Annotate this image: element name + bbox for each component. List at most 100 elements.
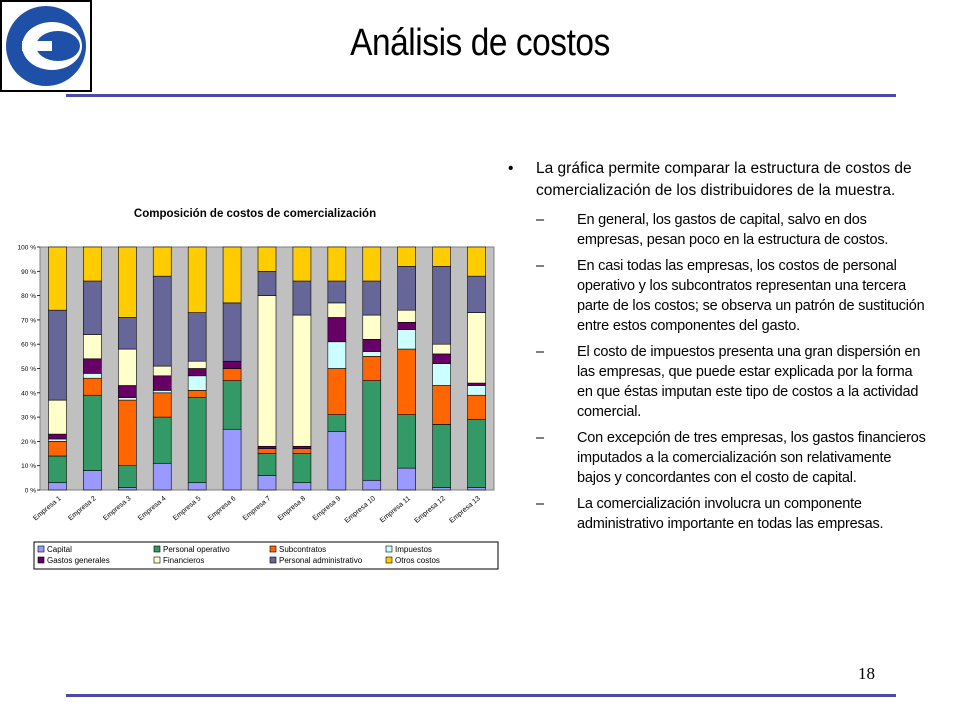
bar-segment [48, 455, 67, 484]
bar-segment [187, 368, 207, 377]
bar-segment [48, 399, 67, 435]
y-tick-label: 100 % [18, 245, 37, 252]
bar-segment [397, 467, 416, 491]
bar-segment [257, 246, 277, 272]
sub-bullet-text: La comercialización involucra un compone… [577, 496, 884, 532]
bar-segment [257, 448, 277, 454]
bar-segment [118, 317, 137, 350]
bar-segment [467, 419, 486, 488]
bar-segment [432, 246, 451, 267]
sub-bullet: – En general, los gastos de capital, sal… [508, 210, 928, 250]
bar-segment [292, 246, 312, 282]
x-tick-label: Empresa 4 [137, 495, 168, 522]
bar-segment [222, 360, 242, 369]
legend-swatch [37, 545, 45, 553]
bar-segment [118, 348, 137, 386]
bar-segment [257, 453, 277, 476]
company-logo-e-icon [0, 0, 92, 92]
bar-segment [48, 482, 67, 491]
bar-segment [467, 382, 486, 386]
legend-swatch [269, 556, 277, 564]
bar-segment [327, 280, 347, 304]
bar-segment [292, 482, 312, 491]
bar-segment [118, 487, 137, 491]
bar-segment [187, 246, 207, 313]
bar-segment [152, 416, 172, 464]
bar-segment [432, 363, 451, 386]
bullet-mark: • [508, 160, 514, 177]
bar-segment [222, 428, 242, 491]
bar-segment [327, 317, 347, 343]
x-tick-label: Empresa 7 [242, 495, 273, 522]
bar-segment [187, 312, 207, 362]
bar-segment [292, 448, 312, 454]
bar-segment [187, 482, 207, 491]
bar-segment [152, 365, 172, 377]
bar-segment [222, 302, 242, 362]
legend-swatch [385, 556, 393, 564]
sub-bullet-text: En casi todas las empresas, los costos d… [577, 258, 925, 334]
bar-segment [187, 360, 207, 369]
bar-segment [83, 377, 102, 396]
legend-swatch [269, 545, 277, 553]
bar-segment [257, 295, 277, 447]
bar-segment [362, 351, 382, 357]
legend-swatch [37, 556, 45, 564]
legend-label: Impuestos [395, 545, 432, 554]
bar-segment [362, 314, 382, 340]
bar-segment [222, 368, 242, 381]
bar-segment [397, 266, 416, 311]
x-tick-label: Empresa 3 [102, 495, 133, 522]
bar-segment [152, 275, 172, 367]
bar-segment [222, 380, 242, 430]
bullet-list: • La gráfica permite comparar la estruct… [508, 158, 928, 540]
x-tick-label: Empresa 6 [207, 495, 238, 522]
bar-segment [397, 414, 416, 469]
bar-segment [432, 385, 451, 425]
bar-segment [362, 246, 382, 282]
cost-composition-chart: Composición de costos de comercializació… [14, 200, 504, 580]
x-tick-label: Empresa 11 [379, 495, 412, 524]
bar-segment [397, 246, 416, 267]
legend-box [33, 541, 499, 570]
bar-segment [83, 280, 102, 335]
chart-title: Composición de costos de comercializació… [134, 208, 376, 220]
sub-bullet-text: Con excepción de tres empresas, los gast… [577, 430, 926, 486]
sub-bullet-text: El costo de impuestos presenta una gran … [577, 344, 921, 420]
bar-segment [362, 339, 382, 352]
bar-segment [48, 438, 67, 442]
bar-segment [432, 424, 451, 488]
main-bullet-text: La gráfica permite comparar la estructur… [536, 160, 912, 199]
bar-segment [83, 334, 102, 360]
sub-bullet-dash: – [536, 258, 544, 274]
y-tick-label: 20 % [21, 439, 36, 446]
bar-segment [397, 348, 416, 415]
slide-title: Análisis de costos [350, 22, 610, 64]
bar-segment [327, 431, 347, 491]
legend-swatch [153, 545, 161, 553]
bar-segment [292, 280, 312, 316]
bar-segment [48, 246, 67, 311]
bar-segment [118, 385, 137, 398]
main-bullet: • La gráfica permite comparar la estruct… [508, 158, 928, 202]
bar-segment [152, 375, 172, 391]
bar-segment [292, 445, 312, 449]
bar-segment [48, 433, 67, 440]
x-tick-label: Empresa 9 [312, 495, 343, 522]
footer-rule [66, 694, 896, 697]
bar-segment [327, 341, 347, 369]
bar-segment [467, 394, 486, 420]
x-tick-label: Empresa 5 [172, 495, 203, 522]
x-tick-label: Empresa 12 [413, 495, 446, 525]
bar-segment [362, 280, 382, 316]
slide-number: 18 [858, 664, 875, 683]
sub-bullet: – La comercialización involucra un compo… [508, 494, 928, 534]
bar-segment [327, 246, 347, 282]
header-rule [66, 94, 896, 97]
bar-segment [327, 414, 347, 432]
bar-segment [327, 302, 347, 318]
bar-segment [187, 375, 207, 391]
bar-segment [467, 246, 486, 277]
y-tick-label: 90 % [21, 269, 36, 276]
x-tick-label: Empresa 8 [277, 495, 308, 522]
